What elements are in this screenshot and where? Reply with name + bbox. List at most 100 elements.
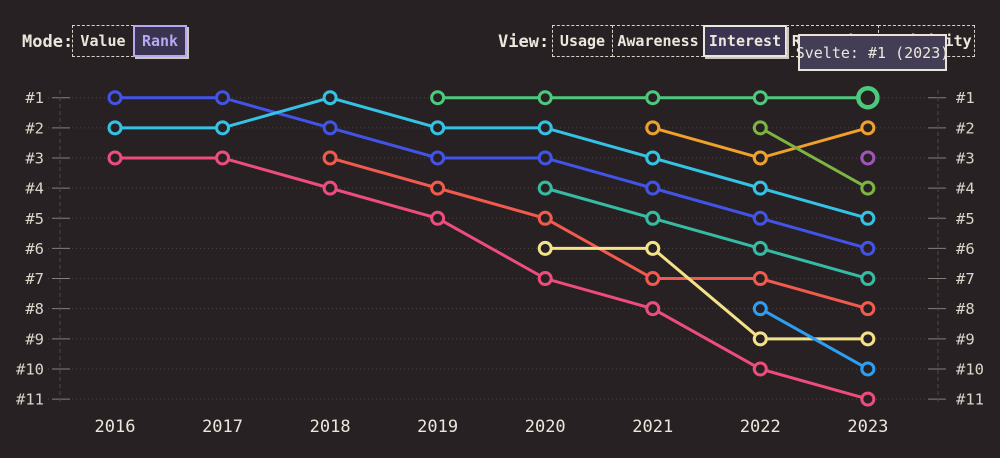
view-usage-button[interactable]: Usage xyxy=(552,25,613,57)
rank-label-left: #8 xyxy=(25,300,44,318)
data-point-orange-2023[interactable] xyxy=(860,120,876,136)
data-point-Svelte-2021[interactable] xyxy=(645,90,661,106)
data-point-Svelte-2020[interactable] xyxy=(537,90,553,106)
chart-tooltip: Svelte: #1 (2023) xyxy=(795,34,950,71)
data-point-yellow-2023[interactable] xyxy=(860,331,876,347)
rank-label-right: #11 xyxy=(956,391,984,409)
data-point-Svelte-2019[interactable] xyxy=(430,90,446,106)
data-point-coral-2019[interactable] xyxy=(430,180,446,196)
data-point-yellow-2022[interactable] xyxy=(752,331,768,347)
data-point-pink-2017[interactable] xyxy=(215,150,231,166)
data-point-blue-2016[interactable] xyxy=(107,90,123,106)
series-line-pink xyxy=(115,156,869,401)
data-point-coral-2023[interactable] xyxy=(860,301,876,317)
data-point-orange-2022[interactable] xyxy=(752,150,768,166)
data-point-lime-2022[interactable] xyxy=(752,120,768,136)
view-interest-button[interactable]: Interest xyxy=(703,25,787,57)
data-point-blue-2020[interactable] xyxy=(537,150,553,166)
rank-label-right: #1 xyxy=(956,89,975,107)
rank-label-right: #4 xyxy=(956,180,975,198)
data-point-coral-2022[interactable] xyxy=(752,271,768,287)
data-point-blue-2022[interactable] xyxy=(752,210,768,226)
rank-label-right: #2 xyxy=(956,119,975,137)
rank-label-right: #9 xyxy=(956,330,975,348)
year-label: 2016 xyxy=(95,417,136,437)
series-line-teal xyxy=(544,186,869,280)
data-point-pink-2022[interactable] xyxy=(752,361,768,377)
rank-label-right: #6 xyxy=(956,240,975,258)
view-label: View: xyxy=(498,32,550,52)
data-point-cyan-2018[interactable] xyxy=(322,90,338,106)
data-point-cyan-2019[interactable] xyxy=(430,120,446,136)
rank-label-right: #5 xyxy=(956,210,975,228)
tooltip-text: Svelte: #1 (2023) xyxy=(795,43,950,62)
data-point-pink-2020[interactable] xyxy=(537,271,553,287)
data-point-pink-2021[interactable] xyxy=(645,301,661,317)
data-point-coral-2018[interactable] xyxy=(322,150,338,166)
rank-label-left: #1 xyxy=(25,89,44,107)
rank-label-left: #7 xyxy=(25,270,44,288)
data-point-purple-2023[interactable] xyxy=(860,150,876,166)
year-label: 2017 xyxy=(202,417,243,437)
year-label: 2022 xyxy=(740,417,781,437)
mode-rank-button[interactable]: Rank xyxy=(133,25,187,57)
series-line-cyan xyxy=(115,96,869,220)
rank-label-left: #10 xyxy=(16,360,44,378)
data-point-coral-2021[interactable] xyxy=(645,271,661,287)
rank-label-left: #2 xyxy=(25,119,44,137)
rank-label-left: #11 xyxy=(16,391,44,409)
data-point-cyan-2023[interactable] xyxy=(860,210,876,226)
year-label: 2023 xyxy=(847,417,888,437)
data-point-cyan-2021[interactable] xyxy=(645,150,661,166)
data-point-teal-2021[interactable] xyxy=(645,210,661,226)
data-point-pink-2018[interactable] xyxy=(322,180,338,196)
data-point-coral-2020[interactable] xyxy=(537,210,553,226)
data-point-yellow-2020[interactable] xyxy=(537,240,553,256)
data-point-sky-blue-2023[interactable] xyxy=(860,361,876,377)
data-point-lime-2023[interactable] xyxy=(860,180,876,196)
rank-label-left: #3 xyxy=(25,149,44,167)
rank-label-right: #10 xyxy=(956,360,984,378)
rank-label-right: #3 xyxy=(956,149,975,167)
data-point-sky-blue-2022[interactable] xyxy=(752,301,768,317)
series-line-sky-blue xyxy=(759,307,869,371)
data-point-teal-2022[interactable] xyxy=(752,240,768,256)
rank-label-left: #6 xyxy=(25,240,44,258)
year-label: 2018 xyxy=(310,417,351,437)
rank-label-right: #7 xyxy=(956,270,975,288)
data-point-Svelte-2023[interactable] xyxy=(856,85,880,110)
mode-label: Mode: xyxy=(22,32,74,52)
data-point-yellow-2021[interactable] xyxy=(645,240,661,256)
year-label: 2020 xyxy=(525,417,566,437)
mode-value-button[interactable]: Value xyxy=(72,25,134,57)
series-line-lime xyxy=(759,126,869,190)
rank-label-left: #9 xyxy=(25,330,44,348)
data-point-blue-2021[interactable] xyxy=(645,180,661,196)
data-point-cyan-2020[interactable] xyxy=(537,120,553,136)
data-point-cyan-2017[interactable] xyxy=(215,120,231,136)
series-line-coral xyxy=(329,156,869,311)
data-point-blue-2018[interactable] xyxy=(322,120,338,136)
data-point-Svelte-2022[interactable] xyxy=(752,90,768,106)
rank-label-right: #8 xyxy=(956,300,975,318)
data-point-cyan-2016[interactable] xyxy=(107,120,123,136)
data-point-blue-2023[interactable] xyxy=(860,240,876,256)
data-point-blue-2019[interactable] xyxy=(430,150,446,166)
data-point-cyan-2022[interactable] xyxy=(752,180,768,196)
rank-label-left: #4 xyxy=(25,180,44,198)
data-point-pink-2023[interactable] xyxy=(860,391,876,407)
data-point-pink-2019[interactable] xyxy=(430,210,446,226)
view-awareness-button[interactable]: Awareness xyxy=(612,25,704,57)
data-point-teal-2023[interactable] xyxy=(860,271,876,287)
data-point-orange-2021[interactable] xyxy=(645,120,661,136)
year-label: 2021 xyxy=(632,417,673,437)
data-point-teal-2020[interactable] xyxy=(537,180,553,196)
data-point-pink-2016[interactable] xyxy=(107,150,123,166)
series-line-blue xyxy=(115,96,869,250)
rank-label-left: #5 xyxy=(25,210,44,228)
year-label: 2019 xyxy=(417,417,458,437)
data-point-blue-2017[interactable] xyxy=(215,90,231,106)
mode-toggle: Value Rank xyxy=(72,25,187,57)
